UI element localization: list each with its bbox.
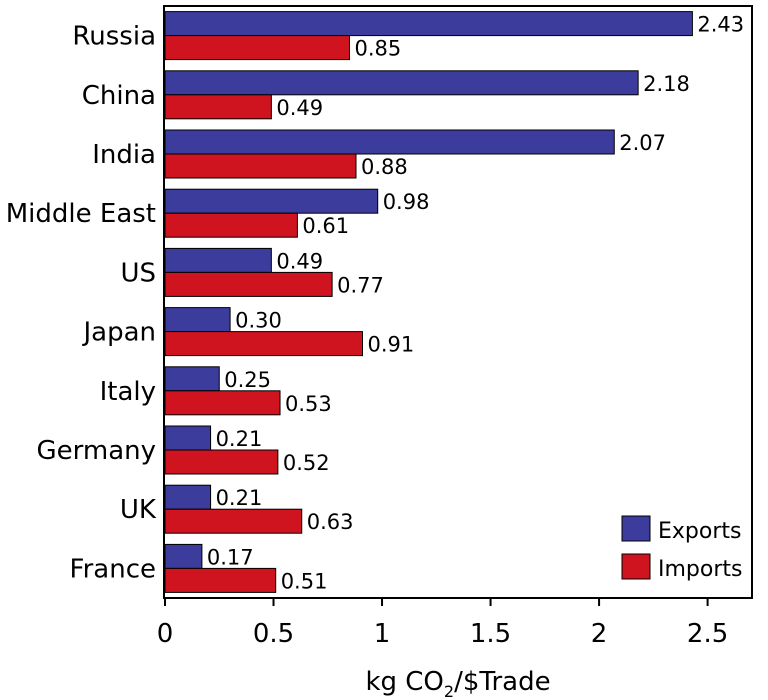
x-tick-label: 0	[157, 619, 174, 649]
value-label-exports-india: 2.07	[619, 131, 666, 155]
legend: Exports Imports	[621, 515, 742, 582]
legend-label-exports: Exports	[658, 519, 741, 544]
category-label-japan: Japan	[81, 318, 156, 348]
value-label-imports-uk: 0.63	[307, 510, 354, 534]
value-label-exports-middle-east: 0.98	[383, 190, 430, 214]
x-tick-label: 1.5	[470, 619, 511, 649]
value-label-exports-germany: 0.21	[216, 427, 263, 451]
value-label-exports-japan: 0.30	[235, 309, 282, 333]
bar-exports-france	[164, 543, 203, 569]
bar-imports-middle-east	[164, 212, 298, 238]
bar-exports-italy	[164, 366, 220, 392]
value-label-exports-russia: 2.43	[697, 13, 744, 37]
category-label-china: China	[82, 81, 156, 111]
x-axis-label: kg CO2/$Trade	[365, 667, 550, 700]
bar-imports-germany	[164, 449, 279, 475]
value-label-exports-italy: 0.25	[224, 368, 271, 392]
value-label-imports-us: 0.77	[337, 273, 384, 297]
value-label-exports-china: 2.18	[643, 72, 690, 96]
value-label-imports-middle-east: 0.61	[302, 214, 349, 238]
bar-imports-japan	[164, 331, 364, 357]
category-label-india: India	[92, 140, 156, 170]
bar-exports-india	[164, 129, 615, 155]
category-label-us: US	[120, 258, 156, 288]
bar-exports-russia	[164, 11, 693, 37]
category-label-russia: Russia	[72, 22, 156, 52]
x-axis-label-main: kg CO	[365, 667, 443, 697]
legend-swatch-imports	[621, 553, 651, 580]
value-label-imports-russia: 0.85	[354, 37, 401, 61]
legend-label-imports: Imports	[658, 557, 742, 582]
bar-exports-us	[164, 247, 272, 273]
value-label-imports-italy: 0.53	[285, 392, 332, 416]
x-axis-label-subscript: 2	[444, 682, 454, 700]
x-tick-label: 1	[374, 619, 391, 649]
x-tick-label: 2.5	[687, 619, 728, 649]
x-tick-label: 0.5	[253, 619, 294, 649]
value-label-imports-india: 0.88	[361, 155, 408, 179]
bar-exports-china	[164, 70, 639, 96]
category-label-middle-east: Middle East	[6, 199, 156, 229]
category-label-germany: Germany	[36, 436, 156, 466]
bar-imports-us	[164, 271, 333, 297]
value-label-exports-france: 0.17	[207, 545, 254, 569]
bar-imports-italy	[164, 390, 281, 416]
bar-imports-india	[164, 153, 357, 179]
x-ticks-layer: 0 0.5 1 1.5 2 2.5	[157, 598, 728, 649]
bars-layer	[164, 11, 693, 593]
value-label-exports-us: 0.49	[276, 249, 323, 273]
bar-exports-uk	[164, 484, 212, 510]
bar-exports-japan	[164, 307, 231, 333]
bar-imports-france	[164, 567, 277, 593]
value-label-imports-france: 0.51	[281, 569, 328, 593]
bar-imports-china	[164, 94, 272, 120]
bar-imports-uk	[164, 508, 303, 534]
value-labels-layer: 2.43 0.85 2.18 0.49 2.07 0.88 0.98 0.61 0.49 0.77…	[207, 13, 744, 594]
bar-exports-middle-east	[164, 188, 379, 214]
bar-imports-russia	[164, 35, 350, 61]
bar-exports-germany	[164, 425, 212, 451]
category-labels-layer: Russia China India Middle East US Japan Italy G…	[6, 22, 157, 585]
x-tick-label: 2	[591, 619, 608, 649]
value-label-exports-uk: 0.21	[216, 486, 263, 510]
category-label-italy: Italy	[100, 377, 156, 407]
legend-swatch-exports	[621, 515, 651, 542]
category-label-france: France	[70, 554, 156, 584]
value-label-imports-germany: 0.52	[283, 451, 330, 475]
value-label-imports-china: 0.49	[276, 96, 323, 120]
x-axis-label-rest: /$Trade	[454, 667, 550, 697]
plot-frame	[163, 5, 753, 599]
category-label-uk: UK	[120, 495, 157, 525]
value-label-imports-japan: 0.91	[368, 333, 415, 357]
